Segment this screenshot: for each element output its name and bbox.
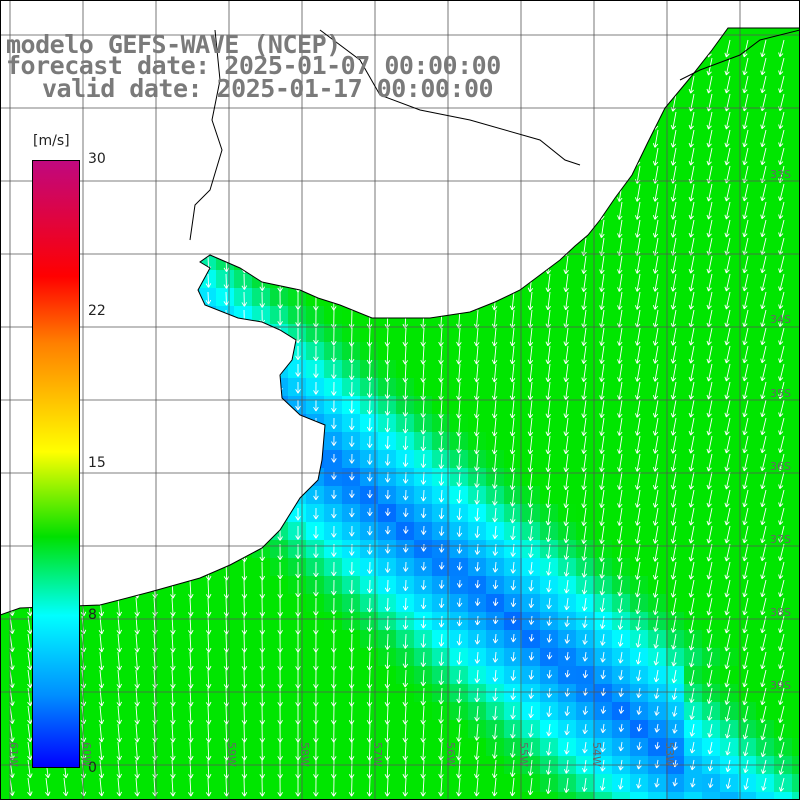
lat-label: 39S	[770, 679, 791, 692]
lon-label: 55W	[517, 742, 530, 767]
colorbar-tick-15: 15	[88, 455, 106, 471]
lat-label: 33S	[770, 168, 791, 181]
lon-label: 59W	[225, 742, 238, 767]
colorbar-tick-22: 22	[88, 303, 106, 319]
lon-label: 56W	[444, 742, 457, 767]
lon-label: 61W	[7, 742, 20, 767]
lon-label: 57W	[371, 742, 384, 767]
lat-label: 36S	[770, 460, 791, 473]
colorbar-unit: [m/s]	[33, 133, 70, 149]
lon-label: 58W	[298, 742, 311, 767]
forecast-date: forecast date: 2025-01-07 00:00:00	[6, 51, 501, 80]
colorbar-tick-8: 8	[88, 607, 97, 623]
border-line	[319, 29, 581, 166]
model-title: modelo GEFS-WAVE (NCEP)	[6, 30, 341, 59]
lat-label: 34S	[770, 313, 791, 326]
colorbar-tick-30: 30	[88, 151, 106, 167]
lat-label: 38S	[770, 606, 791, 619]
border-line	[189, 29, 223, 241]
coastline	[0, 27, 800, 616]
lon-label: 54W	[590, 742, 603, 767]
lon-label: 60W	[80, 742, 93, 767]
lat-label: 35S	[770, 387, 791, 400]
border-line	[679, 29, 800, 81]
colorbar	[32, 160, 80, 768]
colorbar-tick-0: 0	[88, 760, 97, 776]
lat-label: 37S	[770, 533, 791, 546]
valid-date: valid date: 2025-01-17 00:00:00	[42, 74, 494, 103]
lon-label: 53W	[663, 742, 676, 767]
